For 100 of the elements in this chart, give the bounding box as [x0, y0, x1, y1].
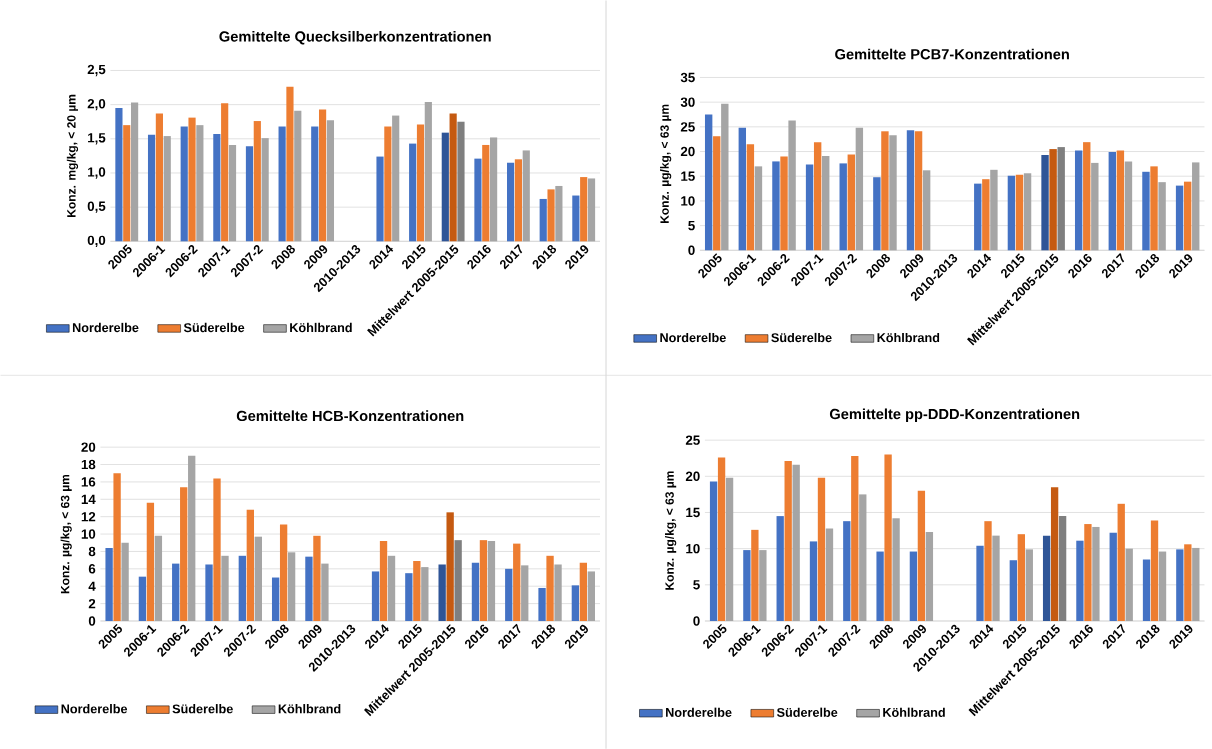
bar — [1125, 548, 1133, 621]
bar — [1150, 166, 1158, 251]
y-tick-label: 10 — [681, 196, 695, 206]
bar — [914, 131, 923, 251]
bar — [1057, 146, 1065, 251]
legend-label: Köhlbrand — [290, 322, 352, 332]
bar — [751, 529, 759, 621]
bar — [326, 120, 335, 242]
y-tick-label: 6 — [88, 563, 96, 574]
bar — [313, 535, 321, 621]
y-tick-label: 30 — [680, 97, 695, 107]
bar — [416, 124, 425, 242]
bar — [446, 512, 454, 621]
bar — [457, 121, 465, 242]
bar — [506, 162, 515, 242]
bar — [1084, 523, 1092, 621]
y-tick-label: 2,0 — [87, 98, 106, 111]
bar — [539, 198, 547, 242]
bar — [441, 132, 449, 242]
bar — [754, 166, 763, 251]
bar — [1183, 181, 1192, 251]
bar — [1184, 544, 1192, 621]
bar — [409, 143, 417, 242]
bar — [245, 146, 254, 242]
bar — [1142, 559, 1151, 621]
bar — [392, 115, 400, 242]
bar — [847, 154, 855, 251]
bar — [1158, 551, 1167, 621]
bar — [1192, 547, 1200, 621]
legend-label: Süderelbe — [771, 332, 832, 342]
chart-title: Gemittelte pp-DDD-Konzentrationen — [829, 408, 1080, 422]
y-tick-label: 25 — [680, 121, 695, 132]
bar — [992, 535, 1000, 621]
bar — [587, 571, 596, 621]
bar — [855, 127, 864, 251]
bar — [180, 126, 188, 242]
bar — [505, 568, 513, 621]
bar — [180, 486, 188, 621]
y-tick-label: 15 — [681, 171, 695, 181]
bar — [792, 464, 800, 621]
bar — [213, 133, 221, 242]
y-axis-title: Konz. µg/kg, < 63 µm — [665, 471, 677, 590]
bar — [196, 124, 204, 242]
bar — [925, 531, 934, 621]
y-tick-label: 20 — [685, 471, 700, 481]
bar — [521, 565, 529, 621]
bar — [554, 564, 562, 621]
y-axis-title: Konz. mg/kg, < 20 µm — [66, 94, 79, 217]
bar — [522, 150, 530, 242]
bar — [580, 176, 588, 242]
bar — [487, 540, 496, 621]
bar — [1117, 503, 1125, 621]
bar — [572, 195, 580, 242]
bar — [115, 107, 123, 242]
bar — [188, 455, 196, 621]
bar — [154, 535, 163, 621]
bar — [772, 161, 780, 251]
bar — [1042, 535, 1051, 621]
bar — [892, 518, 900, 621]
legend-label: Norderelbe — [61, 703, 128, 714]
bar — [1142, 171, 1150, 251]
bar — [776, 515, 784, 621]
bar — [1176, 549, 1184, 621]
bar — [147, 134, 156, 242]
bar — [982, 178, 990, 251]
bar — [279, 524, 288, 621]
bar — [1108, 151, 1117, 251]
bar — [780, 156, 788, 251]
bar — [976, 545, 984, 621]
bar — [172, 563, 180, 621]
bar — [131, 102, 139, 242]
bar — [822, 155, 830, 251]
bar — [1041, 154, 1049, 251]
bar — [873, 177, 881, 251]
bar — [721, 103, 729, 251]
bar — [105, 547, 113, 621]
bar — [817, 477, 826, 621]
bar — [587, 178, 596, 242]
bar — [704, 114, 713, 251]
bar — [253, 120, 261, 242]
bar — [1091, 162, 1099, 251]
legend-label: Norderelbe — [660, 332, 726, 342]
y-tick-label: 0 — [688, 245, 695, 255]
bar — [449, 113, 457, 242]
bar — [1074, 150, 1083, 251]
bar — [743, 549, 751, 621]
y-tick-label: 15 — [686, 507, 700, 517]
legend-label: Köhlbrand — [883, 707, 945, 717]
bar — [546, 555, 554, 621]
bar — [482, 144, 490, 242]
y-tick-label: 0 — [693, 616, 700, 626]
bar — [1092, 526, 1100, 621]
bar — [1192, 162, 1200, 251]
bar — [1083, 141, 1091, 251]
bar — [286, 86, 294, 242]
y-tick-label: 10 — [81, 529, 96, 539]
y-tick-label: 5 — [693, 579, 700, 590]
bar — [884, 454, 892, 621]
legend-label: Norderelbe — [666, 707, 732, 717]
bar — [713, 136, 721, 251]
